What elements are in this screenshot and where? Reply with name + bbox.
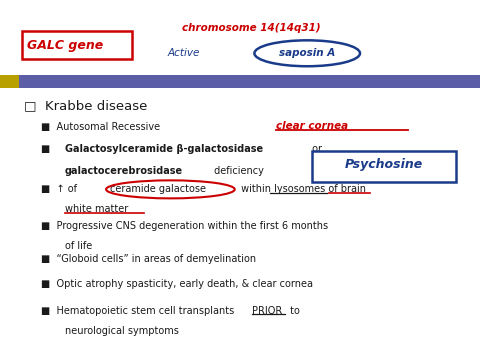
- Text: galactocerebrosidase: galactocerebrosidase: [65, 166, 183, 176]
- Text: ■  Hematopoietic stem cell transplants: ■ Hematopoietic stem cell transplants: [41, 306, 237, 316]
- Text: ■: ■: [41, 144, 56, 154]
- Text: clear cornea: clear cornea: [276, 121, 348, 131]
- Text: deficiency: deficiency: [211, 166, 264, 176]
- Text: Psychosine: Psychosine: [345, 158, 423, 171]
- Text: □  Krabbe disease: □ Krabbe disease: [24, 99, 147, 112]
- Text: ■  “Globoid cells” in areas of demyelination: ■ “Globoid cells” in areas of demyelinat…: [41, 254, 256, 264]
- Text: PRIOR: PRIOR: [252, 306, 282, 316]
- Text: GALC gene: GALC gene: [27, 39, 103, 52]
- FancyBboxPatch shape: [0, 75, 480, 88]
- Text: Galactosylceramide β-galactosidase: Galactosylceramide β-galactosidase: [65, 144, 263, 154]
- Text: within lysosomes of brain: within lysosomes of brain: [238, 184, 366, 194]
- Text: white matter: white matter: [65, 204, 128, 215]
- Text: ■  Optic atrophy spasticity, early death, & clear cornea: ■ Optic atrophy spasticity, early death,…: [41, 279, 313, 289]
- FancyBboxPatch shape: [0, 75, 19, 88]
- Text: chromosome 14(14q31): chromosome 14(14q31): [182, 23, 321, 33]
- Text: ■  Progressive CNS degeneration within the first 6 months: ■ Progressive CNS degeneration within th…: [41, 221, 328, 231]
- Text: saposin A: saposin A: [279, 48, 336, 58]
- Text: ■  ↑ of: ■ ↑ of: [41, 184, 80, 194]
- Text: Active: Active: [168, 48, 200, 58]
- Text: or: or: [309, 144, 322, 154]
- Text: ceramide galactose: ceramide galactose: [110, 184, 206, 194]
- Text: ■  Autosomal Recessive: ■ Autosomal Recessive: [41, 122, 160, 132]
- Text: neurological symptoms: neurological symptoms: [65, 326, 179, 336]
- Text: to: to: [287, 306, 300, 316]
- Text: of life: of life: [65, 241, 92, 251]
